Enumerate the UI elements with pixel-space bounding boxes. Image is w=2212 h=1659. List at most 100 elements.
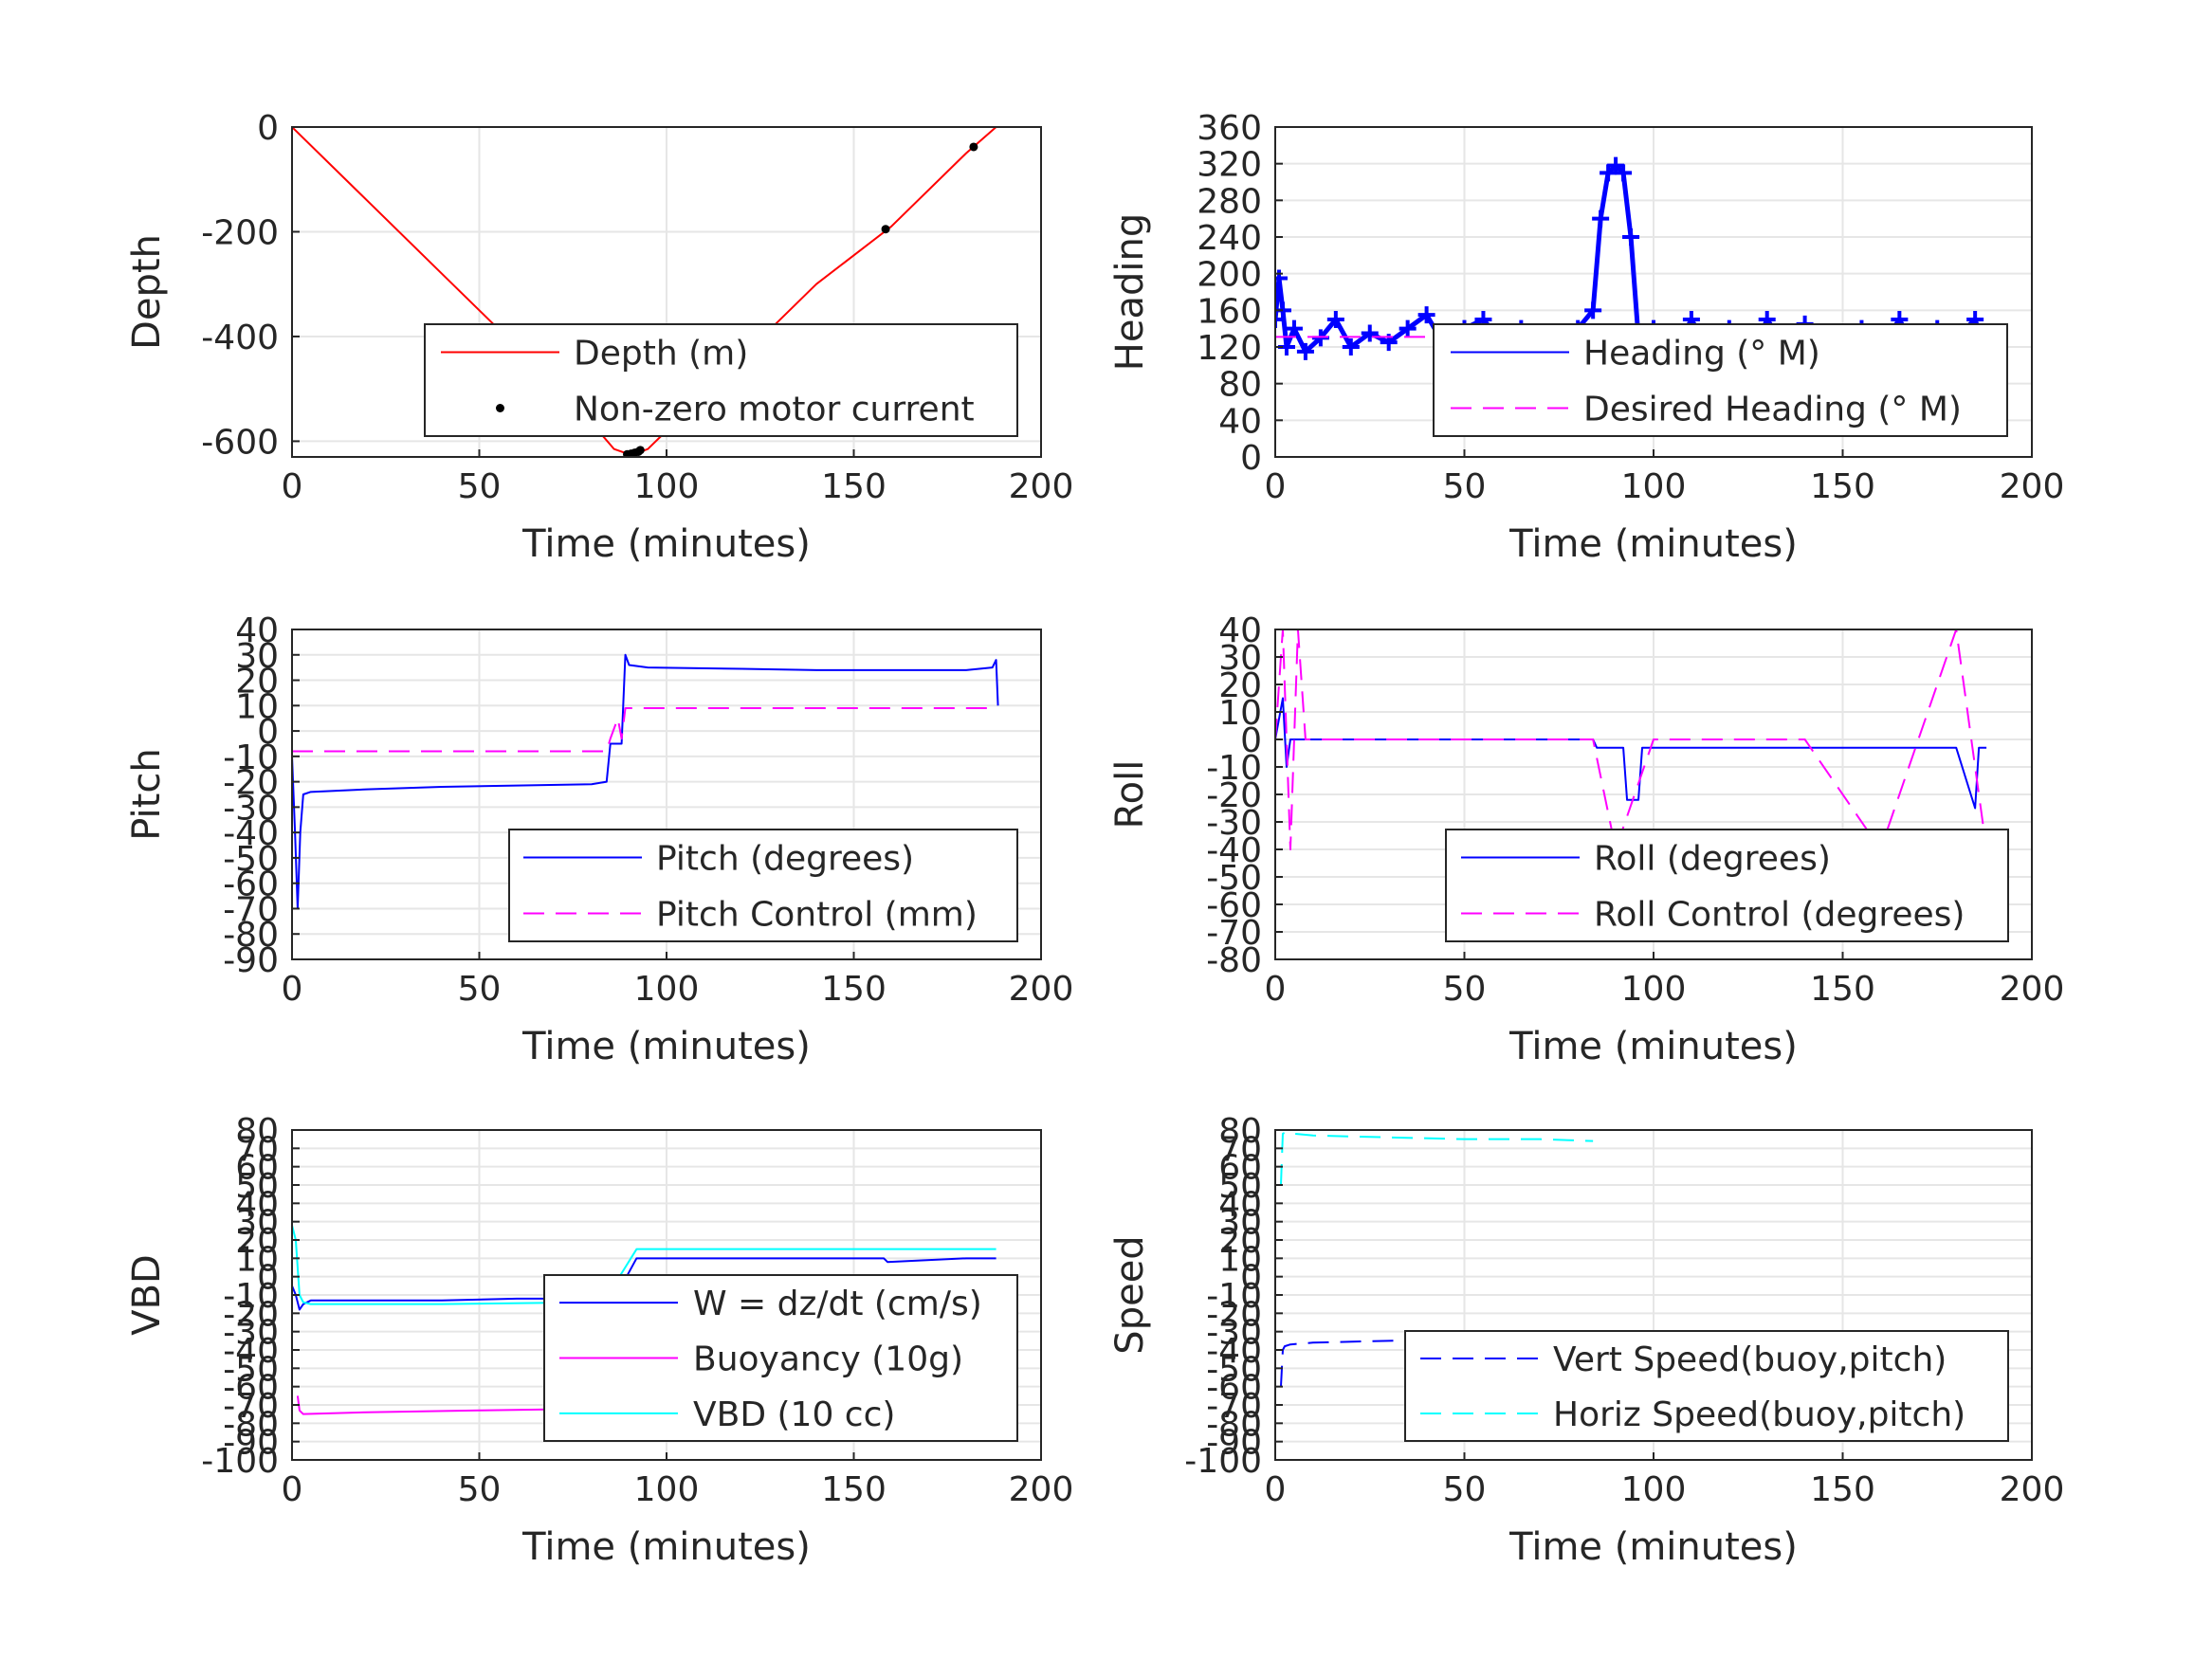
vbd-ytick-label-0: 80 <box>235 1112 279 1151</box>
heading-series-0-marker-4 <box>1285 319 1303 337</box>
vbd-ytick-label-6: 20 <box>235 1222 279 1261</box>
subplot-pitch: 0 50 100 150 200403020100-10-20-30-40-50-60-… <box>125 611 1073 1068</box>
roll-xtick-label-3: 150 <box>1810 970 1875 1009</box>
subplot-heading: 0 50 100 150 20004080120160200240280320360Ti… <box>1108 109 2064 566</box>
speed-ytick-label-4: 40 <box>1218 1185 1262 1224</box>
heading-xtick-label-3: 150 <box>1810 467 1875 506</box>
heading-legend: Heading (° M) Desired Heading (° M) <box>1433 323 2008 437</box>
depth-series-1-point-6 <box>969 142 978 152</box>
pitch-ytick-label-5: -10 <box>223 738 279 777</box>
roll-ytick-label-8: -40 <box>1206 831 1262 870</box>
pitch-series-0-line <box>292 653 999 910</box>
speed-xlabel: Time (minutes) <box>1508 1525 1798 1569</box>
vbd-series-1-line <box>296 1395 607 1415</box>
heading-xtick-label-4: 200 <box>2000 467 2065 506</box>
heading-legend-label-1: Desired Heading (° M) <box>1583 391 1962 429</box>
heading-series-0-marker-5 <box>1296 342 1314 360</box>
pitch-xtick-label-2: 100 <box>634 970 700 1009</box>
speed-ytick-label-6: 20 <box>1218 1222 1262 1261</box>
speed-xtick-label-2: 100 <box>1621 1470 1687 1509</box>
depth-xtick-label-1: 50 <box>458 467 502 506</box>
pitch-xtick-label-1: 50 <box>458 970 502 1009</box>
roll-series-0 <box>1275 697 1987 810</box>
subplot-depth: 0 50 100 150 200 0 -200 -400 -600 Time (minutes) D… <box>125 109 1073 566</box>
pitch-xtick-label-4: 200 <box>1009 970 1074 1009</box>
pitch-series-0 <box>292 653 999 910</box>
vbd-ytick-label-5: 30 <box>235 1204 279 1243</box>
heading-series-0-marker-25 <box>1615 164 1633 182</box>
heading-series-0-marker-7 <box>1326 311 1344 328</box>
heading-ytick-label-9: 360 <box>1197 109 1262 148</box>
speed-ytick-label-12: -40 <box>1206 1332 1262 1371</box>
pitch-ylabel: Pitch <box>125 748 169 840</box>
pitch-ytick-label-1: 30 <box>235 637 279 676</box>
speed-ytick-label-10: -20 <box>1206 1295 1262 1334</box>
heading-xtick-label-0: 0 <box>1265 467 1287 506</box>
heading-legend-box <box>1433 323 2008 437</box>
vbd-xtick-label-3: 150 <box>821 1470 887 1509</box>
vbd-ytick-label-4: 40 <box>235 1185 279 1224</box>
heading-ytick-label-4: 160 <box>1197 292 1262 331</box>
roll-ytick-label-0: 40 <box>1218 611 1262 650</box>
heading-series-0-marker-26 <box>1622 228 1640 246</box>
vbd-ytick-label-9: -10 <box>223 1277 279 1316</box>
depth-ylabel: Depth <box>125 234 169 350</box>
roll-ytick-label-5: -10 <box>1206 749 1262 788</box>
vbd-legend-label-2: VBD (10 cc) <box>693 1395 895 1434</box>
heading-ytick-label-2: 80 <box>1218 366 1262 405</box>
pitch-legend-label-1: Pitch Control (mm) <box>656 896 978 935</box>
pitch-ytick-label-4: 0 <box>257 713 279 752</box>
vbd-ytick-label-11: -30 <box>223 1314 279 1353</box>
depth-legend-label-1: Non-zero motor current <box>574 391 975 429</box>
depth-ytick-label-1: -200 <box>201 213 279 252</box>
vbd-ytick-label-1: 70 <box>235 1130 279 1169</box>
depth-ytick-label-2: -400 <box>201 319 279 357</box>
vbd-legend: W = dz/dt (cm/s) Buoyancy (10g) VBD (10 cc… <box>543 1274 1018 1442</box>
vbd-xtick-label-1: 50 <box>458 1470 502 1509</box>
roll-ytick-label-10: -60 <box>1206 886 1262 925</box>
heading-ytick-label-7: 280 <box>1197 182 1262 221</box>
speed-series-1 <box>1279 1130 1594 1186</box>
subplot-roll: 0 50 100 150 200403020100-10-20-30-40-50-60-… <box>1108 611 2064 1068</box>
speed-legend: Vert Speed(buoy,pitch) Horiz Speed(buoy,p… <box>1404 1330 2009 1442</box>
heading-ytick-label-8: 320 <box>1197 146 1262 185</box>
roll-legend-label-1: Roll Control (degrees) <box>1594 896 1965 935</box>
speed-legend-label-1: Horiz Speed(buoy,pitch) <box>1553 1395 1965 1434</box>
roll-ytick-label-4: 0 <box>1240 721 1262 760</box>
vbd-ytick-label-17: -90 <box>223 1424 279 1463</box>
vbd-xlabel: Time (minutes) <box>521 1525 811 1569</box>
vbd-ytick-label-15: -70 <box>223 1387 279 1426</box>
vbd-ytick-label-12: -40 <box>223 1332 279 1371</box>
roll-xtick-label-2: 100 <box>1621 970 1687 1009</box>
depth-xtick-label-2: 100 <box>634 467 700 506</box>
depth-legend-label-0: Depth (m) <box>574 335 748 374</box>
heading-series-0-marker-11 <box>1398 319 1417 337</box>
speed-ylabel: Speed <box>1108 1235 1152 1354</box>
vbd-ytick-label-14: -60 <box>223 1369 279 1408</box>
vbd-ytick-label-8: 0 <box>257 1259 279 1298</box>
depth-series-1-point-4 <box>635 446 645 455</box>
pitch-legend-box <box>508 829 1018 942</box>
vbd-ytick-label-13: -50 <box>223 1350 279 1389</box>
roll-legend: Roll (degrees) Roll Control (degrees) <box>1445 829 2009 942</box>
speed-ytick-label-14: -60 <box>1206 1369 1262 1408</box>
heading-series-0-marker-9 <box>1361 324 1379 342</box>
vbd-ytick-label-7: 10 <box>235 1240 279 1279</box>
speed-xtick-label-3: 150 <box>1810 1470 1875 1509</box>
roll-ytick-label-2: 20 <box>1218 666 1262 705</box>
heading-ylabel: Heading <box>1108 213 1152 371</box>
heading-series-0-marker-8 <box>1342 338 1360 356</box>
pitch-series-1 <box>292 706 996 753</box>
vbd-legend-label-1: Buoyancy (10g) <box>693 1340 963 1379</box>
heading-xtick-label-1: 50 <box>1443 467 1487 506</box>
speed-ytick-label-5: 30 <box>1218 1204 1262 1243</box>
pitch-xtick-label-0: 0 <box>282 970 303 1009</box>
heading-ytick-label-3: 120 <box>1197 329 1262 368</box>
pitch-ytick-label-6: -20 <box>223 764 279 803</box>
roll-xtick-label-1: 50 <box>1443 970 1487 1009</box>
heading-ytick-label-1: 40 <box>1218 402 1262 441</box>
heading-series-0-marker-22 <box>1592 210 1610 228</box>
depth-legend: Depth (m) Non-zero motor current <box>424 323 1018 437</box>
speed-ytick-label-9: -10 <box>1206 1277 1262 1316</box>
